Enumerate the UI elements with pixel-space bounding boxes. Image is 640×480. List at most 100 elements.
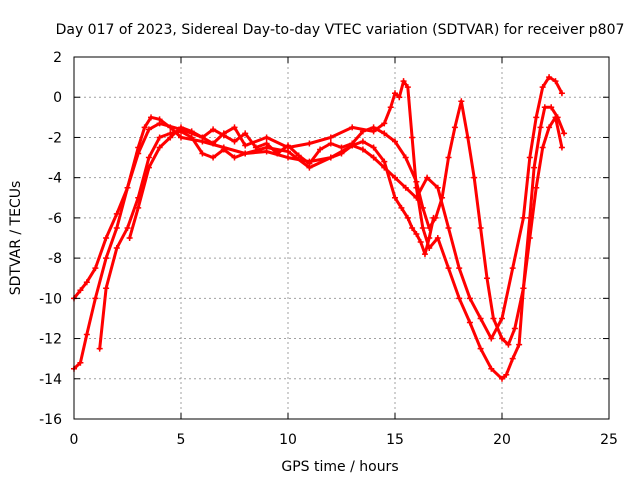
data-point [464, 134, 471, 141]
data-point [392, 138, 398, 145]
data-point [409, 224, 416, 231]
data-point [499, 335, 505, 342]
data-point [178, 124, 184, 131]
data-point [370, 144, 377, 151]
data-point [520, 285, 527, 292]
data-point [156, 144, 163, 151]
data-point [509, 355, 516, 362]
data-point [516, 341, 523, 348]
data-point [458, 98, 465, 105]
data-point [188, 134, 195, 141]
data-point [526, 154, 533, 161]
data-point [145, 154, 152, 161]
series-layer [71, 74, 568, 382]
data-point [295, 152, 302, 159]
data-point [533, 184, 540, 191]
data-point [231, 138, 238, 145]
data-point [285, 142, 291, 149]
data-point [404, 214, 411, 221]
data-point [210, 140, 217, 147]
data-point [552, 78, 559, 85]
data-point [103, 235, 110, 241]
chart-title: Day 017 of 2023, Sidereal Day-to-day VTE… [56, 22, 625, 38]
series-line [72, 79, 566, 381]
data-point [242, 130, 249, 137]
series-line [72, 115, 435, 371]
data-point [539, 144, 546, 151]
data-point [349, 124, 356, 131]
data-point [135, 204, 142, 211]
data-point [546, 74, 553, 81]
data-point [381, 164, 388, 171]
data-point [113, 210, 120, 217]
data-point [541, 104, 548, 111]
data-point [263, 140, 270, 147]
data-point [434, 184, 441, 191]
data-point [306, 140, 313, 147]
y-tick-label: -10 [39, 291, 62, 307]
data-point [77, 287, 84, 294]
data-point [499, 375, 505, 382]
y-tick-label: -14 [39, 372, 62, 388]
data-point [546, 124, 553, 131]
series-trace-c [96, 74, 565, 352]
y-tick-label: -12 [39, 332, 62, 348]
data-point [327, 154, 334, 161]
data-point [178, 134, 184, 141]
data-point [531, 164, 538, 171]
data-point [488, 335, 495, 342]
data-point [231, 124, 238, 131]
data-point [338, 150, 345, 157]
data-point [392, 174, 398, 181]
data-point [103, 285, 110, 292]
data-point [220, 132, 227, 139]
data-point [124, 184, 131, 191]
data-point [456, 265, 463, 272]
data-point [503, 371, 510, 378]
data-point [445, 224, 452, 231]
data-point [490, 315, 497, 322]
data-point [426, 245, 433, 252]
data-point [285, 154, 291, 161]
data-point [145, 126, 152, 133]
data-point [199, 150, 206, 157]
data-point [148, 114, 155, 121]
data-point [145, 164, 152, 171]
data-point [156, 120, 163, 127]
data-point [252, 144, 259, 151]
data-point [561, 130, 568, 137]
data-point [413, 194, 420, 201]
data-point [466, 319, 473, 326]
data-point [533, 114, 540, 121]
data-point [402, 184, 409, 191]
data-point [558, 144, 565, 151]
data-point [92, 265, 99, 272]
y-axis-label: SDTVAR / TECUs [8, 181, 24, 296]
data-point [439, 194, 446, 201]
data-point [349, 140, 356, 147]
data-point [210, 154, 217, 161]
data-point [381, 158, 388, 165]
data-point [141, 124, 148, 131]
data-point [387, 104, 394, 111]
data-point [392, 194, 398, 201]
data-point [370, 124, 377, 131]
data-point [263, 134, 270, 141]
data-point [83, 331, 90, 338]
data-point [83, 279, 90, 286]
data-point [484, 275, 491, 282]
data-point [242, 150, 249, 157]
data-point [210, 126, 217, 133]
data-point [409, 134, 416, 141]
data-point [113, 224, 120, 231]
data-point [488, 365, 495, 372]
data-point [103, 255, 110, 262]
data-point [359, 146, 366, 153]
data-point [413, 230, 420, 237]
series-line [128, 99, 564, 347]
data-point [477, 224, 484, 231]
data-point [451, 124, 458, 131]
y-tick-label: 2 [53, 50, 62, 66]
y-tick-label: -16 [39, 412, 62, 428]
